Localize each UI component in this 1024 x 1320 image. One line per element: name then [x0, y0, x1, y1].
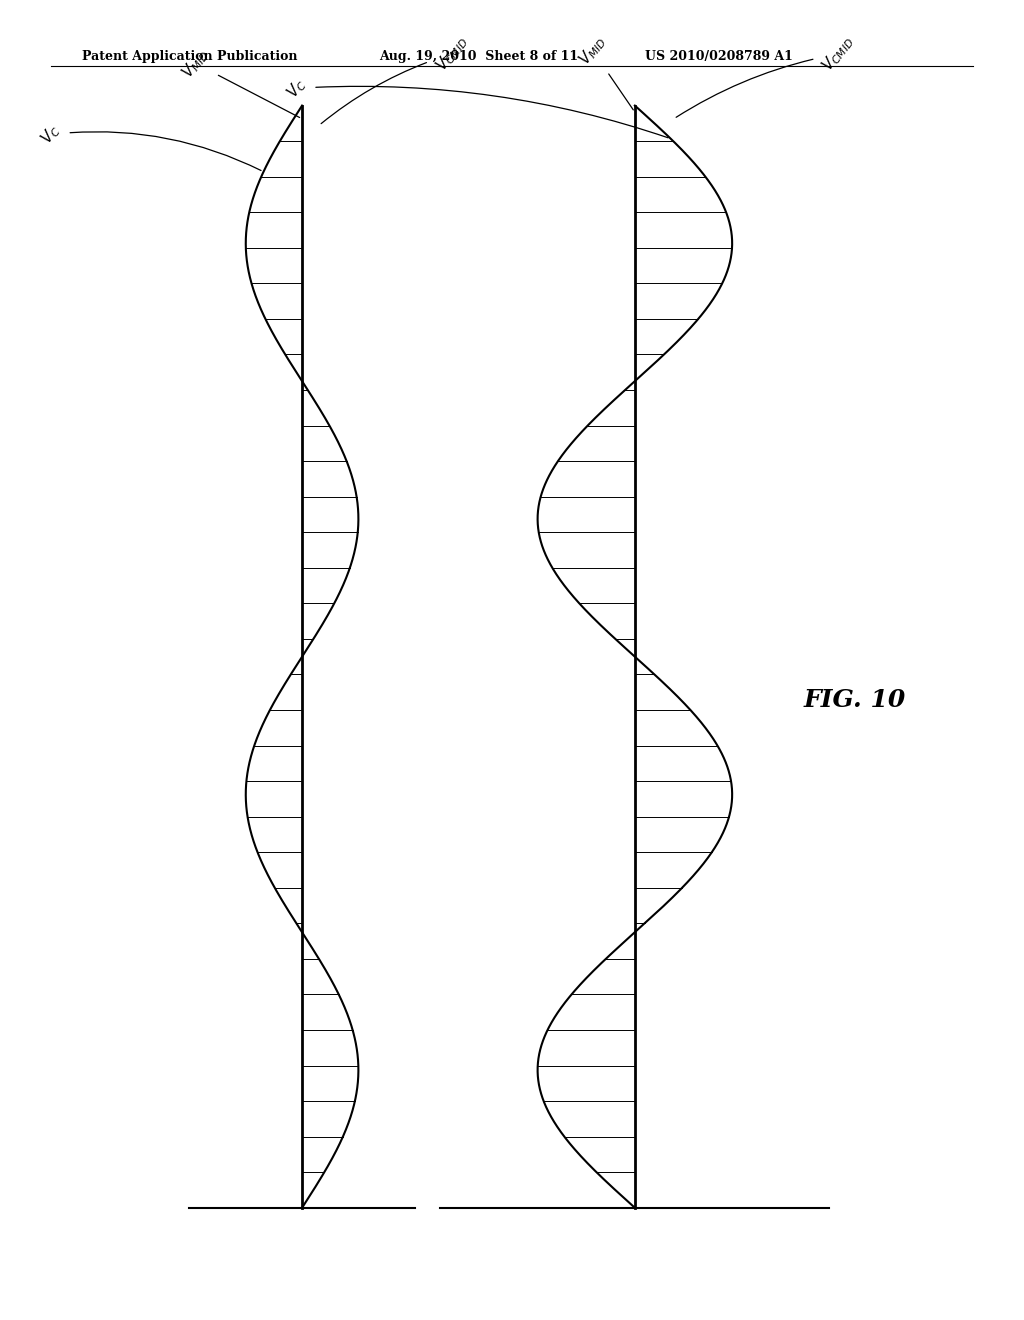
Text: Aug. 19, 2010  Sheet 8 of 11: Aug. 19, 2010 Sheet 8 of 11	[379, 50, 578, 63]
Text: FIG. 10: FIG. 10	[804, 688, 906, 711]
Text: $V_C$: $V_C$	[38, 121, 261, 170]
Text: US 2010/0208789 A1: US 2010/0208789 A1	[645, 50, 793, 63]
Text: $V_{CMID}$: $V_{CMID}$	[322, 33, 471, 124]
Text: $V_{MID}$: $V_{MID}$	[575, 32, 633, 110]
Text: $V_{MID}$: $V_{MID}$	[178, 45, 300, 117]
Text: $V_{CMID}$: $V_{CMID}$	[676, 33, 858, 117]
Text: $V_C$: $V_C$	[284, 75, 668, 137]
Text: Patent Application Publication: Patent Application Publication	[82, 50, 297, 63]
